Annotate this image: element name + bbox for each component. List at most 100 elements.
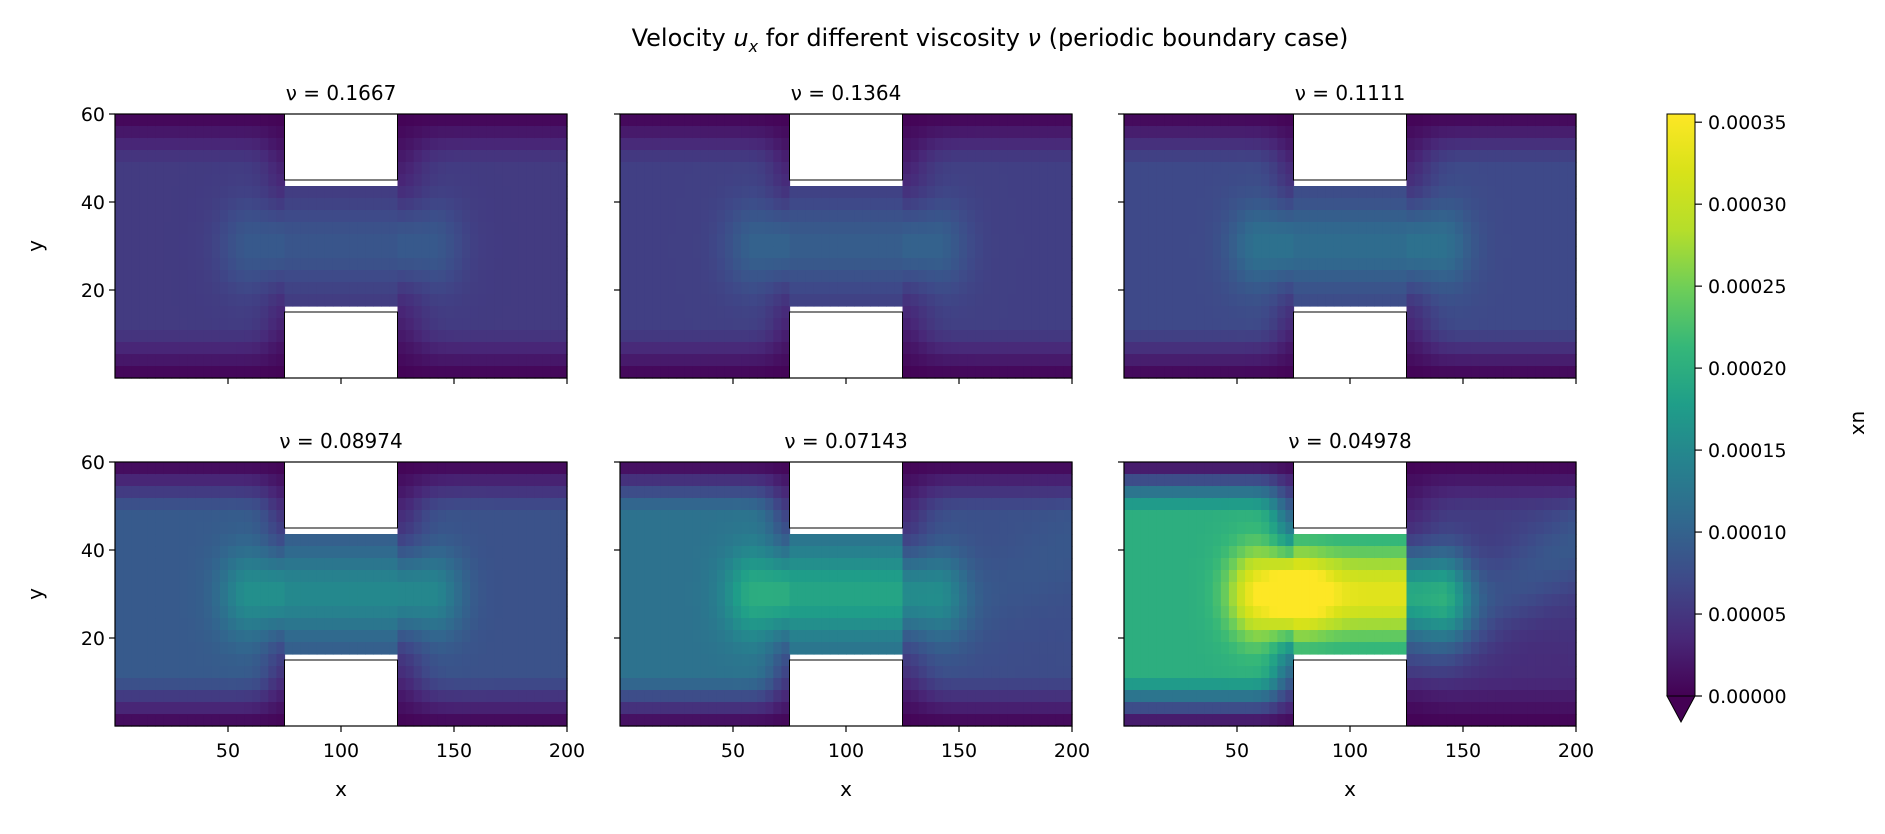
heatmap-cell	[959, 186, 968, 199]
heatmap-cell	[652, 582, 661, 595]
heatmap-cell	[260, 246, 269, 259]
heatmap-cell	[709, 174, 718, 187]
heatmap-cell	[652, 546, 661, 559]
heatmap-cell	[535, 654, 544, 667]
heatmap-cell	[733, 702, 742, 715]
heatmap-cell	[838, 582, 847, 595]
heatmap-cell	[212, 114, 221, 127]
heatmap-cell	[911, 246, 920, 259]
heatmap-cell	[365, 282, 374, 295]
heatmap-cell	[1439, 234, 1448, 247]
heatmap-cell	[454, 294, 463, 307]
heatmap-cell	[1197, 318, 1206, 331]
heatmap-cell	[991, 258, 1000, 271]
heatmap-cell	[773, 222, 782, 235]
heatmap-cell	[212, 558, 221, 571]
heatmap-cell	[1439, 210, 1448, 223]
heatmap-cell	[1040, 306, 1049, 319]
heatmap-cell	[1132, 342, 1141, 355]
heatmap-cell	[228, 618, 237, 631]
heatmap-cell	[139, 642, 148, 655]
heatmap-cell	[196, 558, 205, 571]
heatmap-cell	[1181, 126, 1190, 139]
heatmap-cell	[228, 126, 237, 139]
heatmap-cell	[1181, 330, 1190, 343]
heatmap-cell	[1439, 294, 1448, 307]
heatmap-cell	[1302, 294, 1311, 307]
heatmap-cell	[1423, 306, 1432, 319]
heatmap-cell	[1366, 234, 1375, 247]
heatmap-cell	[341, 186, 350, 199]
heatmap-cell	[454, 258, 463, 271]
heatmap-cell	[709, 510, 718, 523]
heatmap-cell	[1463, 150, 1472, 163]
heatmap-cell	[1164, 246, 1173, 259]
heatmap-cell	[430, 210, 439, 223]
heatmap-cell	[765, 642, 774, 655]
heatmap-cell	[502, 162, 511, 175]
heatmap-cell	[935, 270, 944, 283]
heatmap-cell	[551, 126, 560, 139]
heatmap-cell	[1552, 246, 1561, 259]
heatmap-cell	[781, 690, 790, 703]
heatmap-cell	[1390, 210, 1399, 223]
heatmap-cell	[559, 294, 568, 307]
heatmap-cell	[236, 678, 245, 691]
heatmap-cell	[268, 678, 277, 691]
heatmap-cell	[196, 246, 205, 259]
heatmap-cell	[502, 186, 511, 199]
heatmap-cell	[1277, 330, 1286, 343]
heatmap-cell	[894, 246, 903, 259]
heatmap-cell	[1132, 294, 1141, 307]
heatmap-cell	[155, 618, 164, 631]
heatmap-cell	[660, 498, 669, 511]
heatmap-cell	[406, 138, 415, 151]
heatmap-cell	[1544, 366, 1553, 379]
heatmap-cell	[188, 606, 197, 619]
heatmap-cell	[543, 630, 552, 643]
heatmap-cell	[1172, 342, 1181, 355]
heatmap-cell	[1197, 258, 1206, 271]
heatmap-cell	[1382, 294, 1391, 307]
heatmap-cell	[660, 258, 669, 271]
heatmap-cell	[1245, 270, 1254, 283]
heatmap-cell	[725, 174, 734, 187]
heatmap-cell	[551, 630, 560, 643]
heatmap-cell	[717, 666, 726, 679]
heatmap-cell	[551, 354, 560, 367]
heatmap-cell	[717, 150, 726, 163]
heatmap-cell	[862, 234, 871, 247]
heatmap-cell	[1132, 138, 1141, 151]
heatmap-cell	[1032, 342, 1041, 355]
heatmap-cell	[172, 618, 181, 631]
heatmap-cell	[365, 642, 374, 655]
heatmap-cell	[155, 174, 164, 187]
heatmap-cell	[725, 282, 734, 295]
heatmap-cell	[268, 690, 277, 703]
heatmap-cell	[180, 294, 189, 307]
heatmap-cell	[717, 642, 726, 655]
heatmap-cell	[494, 258, 503, 271]
heatmap-cell	[502, 546, 511, 559]
heatmap-cell	[644, 678, 653, 691]
heatmap-cell	[1197, 366, 1206, 379]
heatmap-cell	[1148, 186, 1157, 199]
heatmap-cell	[749, 114, 758, 127]
heatmap-cell	[911, 114, 920, 127]
heatmap-cell	[1261, 114, 1270, 127]
heatmap-cell	[236, 162, 245, 175]
heatmap-cell	[406, 162, 415, 175]
heatmap-cell	[1253, 138, 1262, 151]
heatmap-cell	[1544, 210, 1553, 223]
heatmap-cell	[999, 246, 1008, 259]
heatmap-cell	[959, 150, 968, 163]
heatmap-cell	[285, 222, 294, 235]
heatmap-cell	[196, 522, 205, 535]
heatmap-cell	[1285, 150, 1294, 163]
heatmap-cell	[220, 342, 229, 355]
heatmap-cell	[1032, 126, 1041, 139]
heatmap-cell	[1032, 198, 1041, 211]
heatmap-cell	[1172, 210, 1181, 223]
heatmap-cell	[660, 642, 669, 655]
heatmap-cell	[276, 714, 285, 727]
